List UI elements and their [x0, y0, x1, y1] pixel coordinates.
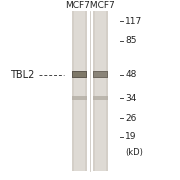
Text: 117: 117	[125, 17, 142, 26]
Text: 34: 34	[125, 94, 136, 103]
Bar	[72, 96, 87, 100]
Text: TBL2: TBL2	[10, 70, 34, 80]
Text: 48: 48	[125, 70, 136, 79]
Bar	[95, 11, 106, 171]
Text: 26: 26	[125, 114, 136, 123]
Bar	[94, 72, 107, 77]
Bar	[72, 11, 87, 171]
Bar	[73, 72, 86, 77]
Bar	[72, 71, 87, 78]
Bar	[74, 11, 85, 171]
Bar	[93, 71, 108, 78]
Text: 85: 85	[125, 36, 137, 45]
Text: (kD): (kD)	[125, 148, 143, 157]
Bar	[93, 96, 108, 100]
Text: 19: 19	[125, 132, 137, 141]
Text: MCF7MCF7: MCF7MCF7	[65, 1, 115, 10]
Bar	[93, 11, 108, 171]
